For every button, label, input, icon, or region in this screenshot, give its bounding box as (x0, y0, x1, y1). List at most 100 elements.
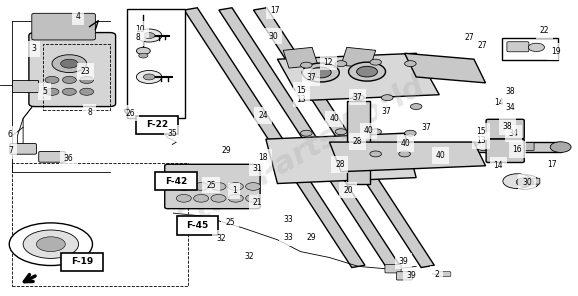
Text: 26: 26 (125, 109, 135, 118)
Polygon shape (283, 47, 318, 68)
FancyBboxPatch shape (10, 144, 36, 154)
Text: 13: 13 (476, 136, 486, 145)
Text: 30: 30 (523, 178, 532, 186)
Text: 40: 40 (364, 126, 373, 135)
Text: 16: 16 (513, 145, 522, 154)
FancyBboxPatch shape (505, 142, 521, 151)
Circle shape (52, 55, 87, 73)
Polygon shape (405, 53, 486, 83)
Circle shape (176, 194, 191, 202)
Text: 37: 37 (422, 123, 431, 132)
Circle shape (143, 33, 155, 38)
FancyBboxPatch shape (12, 80, 38, 92)
Circle shape (62, 76, 76, 83)
Text: 29: 29 (306, 233, 316, 242)
Text: 6: 6 (8, 130, 13, 139)
Text: 38: 38 (503, 122, 512, 131)
Text: 31: 31 (253, 164, 262, 173)
Circle shape (370, 59, 381, 65)
Text: 32: 32 (216, 234, 225, 243)
Text: 34: 34 (509, 129, 518, 138)
FancyBboxPatch shape (29, 33, 116, 107)
FancyBboxPatch shape (127, 9, 185, 118)
Circle shape (410, 104, 422, 110)
Circle shape (228, 194, 243, 202)
Circle shape (143, 74, 155, 80)
Text: 10: 10 (135, 25, 144, 34)
Text: 28: 28 (335, 160, 344, 169)
FancyBboxPatch shape (512, 143, 534, 150)
Circle shape (357, 66, 377, 77)
Circle shape (510, 175, 539, 189)
Circle shape (405, 130, 416, 136)
Polygon shape (341, 47, 376, 68)
Text: 14: 14 (494, 98, 503, 107)
Text: 36: 36 (64, 154, 73, 163)
Circle shape (246, 194, 261, 202)
Text: 37: 37 (381, 107, 391, 115)
Polygon shape (184, 8, 365, 268)
FancyBboxPatch shape (507, 42, 529, 52)
Circle shape (211, 194, 226, 202)
Text: 39: 39 (399, 257, 408, 266)
Polygon shape (219, 8, 399, 268)
FancyBboxPatch shape (136, 116, 178, 134)
Bar (347, 101, 370, 184)
Text: 4: 4 (76, 12, 80, 21)
FancyBboxPatch shape (502, 38, 558, 60)
Circle shape (80, 76, 94, 83)
Text: 24: 24 (258, 111, 268, 120)
Circle shape (476, 142, 492, 151)
Circle shape (139, 53, 148, 58)
Circle shape (246, 183, 261, 190)
Circle shape (516, 178, 533, 186)
Text: F-19: F-19 (71, 258, 93, 266)
Text: 33: 33 (283, 233, 292, 242)
Text: 1: 1 (232, 186, 236, 195)
Circle shape (528, 43, 544, 52)
Circle shape (61, 59, 78, 68)
FancyBboxPatch shape (438, 272, 451, 276)
Circle shape (194, 183, 209, 190)
Circle shape (381, 95, 393, 101)
FancyBboxPatch shape (486, 119, 524, 139)
Circle shape (9, 223, 92, 266)
Circle shape (335, 129, 347, 135)
Circle shape (136, 70, 162, 83)
FancyBboxPatch shape (32, 13, 95, 40)
Text: 40: 40 (436, 151, 445, 160)
Text: 30: 30 (268, 32, 277, 41)
Text: 8: 8 (135, 33, 140, 42)
Text: 7: 7 (8, 147, 13, 155)
Circle shape (302, 63, 339, 82)
Circle shape (62, 88, 76, 95)
Text: 39: 39 (407, 271, 416, 280)
Text: 37: 37 (353, 93, 362, 102)
FancyBboxPatch shape (165, 164, 260, 209)
Circle shape (353, 95, 364, 101)
Text: 25: 25 (225, 218, 235, 227)
Circle shape (23, 230, 79, 258)
Circle shape (405, 61, 416, 67)
Circle shape (45, 76, 59, 83)
Circle shape (136, 47, 150, 54)
Text: 3: 3 (31, 44, 36, 53)
Circle shape (335, 61, 347, 67)
Text: 33: 33 (283, 215, 292, 224)
Text: 14: 14 (494, 161, 503, 170)
Text: 12: 12 (324, 58, 333, 67)
Polygon shape (277, 53, 439, 101)
Text: 15: 15 (476, 127, 486, 136)
Polygon shape (254, 8, 434, 268)
Circle shape (310, 67, 331, 78)
Text: 35: 35 (168, 129, 177, 138)
Circle shape (399, 151, 410, 157)
Text: 37: 37 (306, 73, 316, 82)
Circle shape (194, 194, 209, 202)
Text: F-42: F-42 (165, 177, 187, 186)
Text: 21: 21 (253, 198, 262, 207)
Text: 19: 19 (551, 47, 561, 56)
FancyBboxPatch shape (155, 172, 197, 190)
Circle shape (370, 151, 381, 157)
Text: 27: 27 (478, 41, 487, 50)
